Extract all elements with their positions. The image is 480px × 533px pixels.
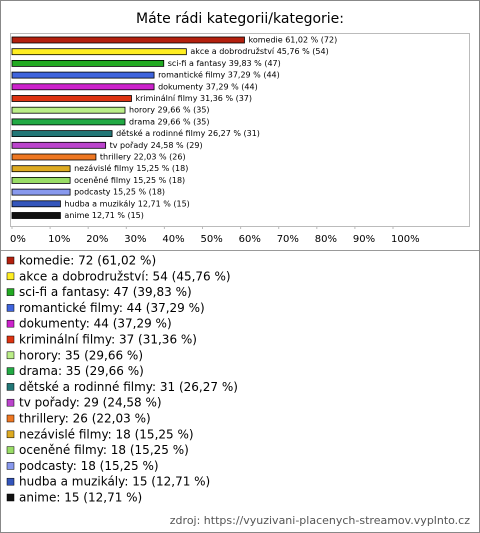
bar bbox=[11, 130, 113, 138]
data-label: komedie 61,02 % (72) bbox=[248, 36, 337, 45]
data-label: nezávislé filmy 15,25 % (18) bbox=[74, 163, 188, 173]
legend-label: podcasty: 18 (15,25 %) bbox=[19, 459, 159, 473]
data-label: thrillery 22,03 % (26) bbox=[100, 153, 186, 162]
bar bbox=[11, 95, 132, 102]
bar bbox=[11, 106, 126, 114]
bar bbox=[11, 165, 71, 173]
bar bbox=[11, 71, 155, 79]
legend-label: romantické filmy: 44 (37,29 %) bbox=[19, 301, 205, 315]
x-tick-label: 60% bbox=[239, 234, 261, 245]
data-label: kriminální filmy 31,36 % (37) bbox=[135, 94, 252, 103]
legend-label: anime: 15 (12,71 %) bbox=[19, 491, 142, 505]
data-label: tv pořady 24,58 % (29) bbox=[110, 141, 203, 150]
x-tick-label: 100% bbox=[391, 234, 420, 245]
legend-marker bbox=[6, 272, 15, 281]
data-label: drama 29,66 % (35) bbox=[129, 117, 210, 126]
legend-label: akce a dobrodružství: 54 (45,76 %) bbox=[19, 269, 231, 283]
data-label: hudba a muzikály 12,71 % (15) bbox=[64, 199, 189, 208]
x-tick-label: 90% bbox=[353, 234, 375, 245]
bar bbox=[11, 83, 155, 91]
legend-marker bbox=[6, 446, 15, 454]
legend-label: sci-fi a fantasy: 47 (39,83 %) bbox=[19, 285, 192, 299]
bar bbox=[11, 118, 126, 126]
legend-marker bbox=[6, 288, 15, 296]
legend-marker bbox=[6, 462, 15, 470]
bar bbox=[11, 176, 71, 184]
legend-label: thrillery: 26 (22,03 %) bbox=[19, 412, 151, 426]
legend-label: tv pořady: 29 (24,58 %) bbox=[19, 396, 162, 410]
legend-marker bbox=[6, 335, 15, 344]
legend-marker bbox=[6, 351, 15, 360]
data-label: podcasty 15,25 % (18) bbox=[74, 188, 165, 197]
data-label: dětské a rodinné filmy 26,27 % (31) bbox=[116, 128, 260, 138]
x-tick-label: 20% bbox=[86, 234, 108, 245]
x-tick-label: 80% bbox=[315, 234, 337, 245]
data-label: oceněné filmy 15,25 % (18) bbox=[74, 175, 185, 185]
x-tick-label: 30% bbox=[124, 234, 146, 245]
chart-title: Máte rádi kategorii/kategorie: bbox=[136, 11, 344, 27]
legend-label: horory: 35 (29,66 %) bbox=[19, 348, 143, 362]
bar bbox=[11, 36, 245, 44]
legend-marker bbox=[6, 477, 15, 486]
legend-marker bbox=[6, 430, 15, 439]
source: zdroj: https://vyuzivani-placenych-strea… bbox=[170, 514, 470, 527]
x-tick-label: 70% bbox=[277, 234, 299, 245]
legend-label: hudba a muzikály: 15 (12,71 %) bbox=[19, 475, 210, 489]
data-label: anime 12,71 % (15) bbox=[64, 211, 143, 220]
legend-marker bbox=[6, 367, 15, 375]
legend-marker bbox=[6, 398, 15, 407]
legend-label: dětské a rodinné filmy: 31 (26,27 %) bbox=[19, 380, 238, 394]
plot-frame bbox=[10, 33, 470, 227]
legend-label: nezávislé filmy: 18 (15,25 %) bbox=[19, 427, 194, 441]
legend-marker bbox=[6, 256, 15, 265]
legend-marker bbox=[6, 383, 15, 391]
legend-label: komedie: 72 (61,02 %) bbox=[19, 254, 156, 268]
data-label: romantické filmy 37,29 % (44) bbox=[158, 70, 280, 80]
legend-label: dokumenty: 44 (37,29 %) bbox=[19, 317, 172, 331]
legend-label: drama: 35 (29,66 %) bbox=[19, 364, 144, 378]
bar bbox=[11, 188, 71, 196]
legend-label: oceněné filmy: 18 (15,25 %) bbox=[19, 443, 189, 457]
data-label: dokumenty 37,29 % (44) bbox=[158, 82, 258, 91]
legend-marker bbox=[6, 304, 15, 312]
bar bbox=[11, 153, 97, 161]
data-label: horory 29,66 % (35) bbox=[129, 106, 210, 115]
legend-marker bbox=[6, 414, 15, 423]
legend-marker bbox=[6, 319, 15, 328]
x-tick-label: 40% bbox=[162, 234, 184, 245]
bar bbox=[11, 141, 107, 149]
x-tick-label: 50% bbox=[201, 234, 223, 245]
legend-label: kriminální filmy: 37 (31,36 %) bbox=[19, 333, 197, 347]
bar bbox=[11, 200, 61, 208]
bar bbox=[11, 212, 61, 219]
bar bbox=[11, 48, 187, 56]
legend-marker bbox=[6, 493, 15, 502]
x-tick-label: 10% bbox=[48, 234, 70, 245]
x-tick-label: 0% bbox=[10, 234, 26, 245]
data-label: akce a dobrodružství 45,76 % (54) bbox=[190, 47, 328, 56]
data-label: sci-fi a fantasy 39,83 % (47) bbox=[168, 59, 281, 68]
bar bbox=[11, 60, 165, 67]
